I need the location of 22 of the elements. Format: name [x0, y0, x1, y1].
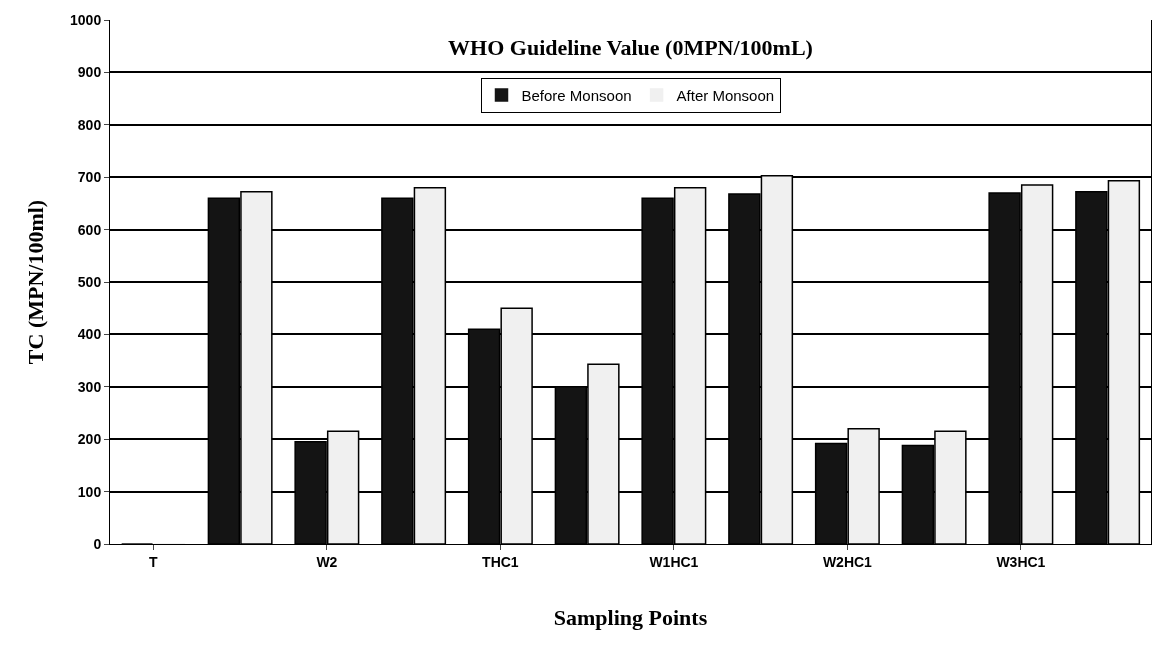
x-tick-label: W3HC1: [996, 553, 1046, 570]
y-axis-title: TC (MPN/100ml): [22, 199, 48, 365]
y-tick-label: 900: [77, 64, 102, 81]
legend-label: After Monsoon: [676, 86, 775, 104]
y-tick-label: 200: [77, 431, 102, 448]
y-tick-label: 500: [77, 273, 102, 290]
x-tick-label: THC1: [482, 553, 519, 570]
x-tick-label: W2HC1: [822, 553, 873, 570]
y-tick-label: 100: [77, 483, 102, 500]
x-tick-label: W1HC1: [649, 553, 699, 570]
y-tick-label: 0: [93, 535, 102, 552]
y-tick-label: 600: [77, 221, 102, 238]
y-tick-label: 400: [77, 326, 102, 343]
x-tick-label: T: [149, 553, 159, 570]
y-tick-label: 300: [77, 378, 102, 395]
y-tick-label: 1000: [70, 11, 102, 28]
x-tick-label: W2: [316, 553, 338, 570]
y-tick-label: 800: [77, 116, 102, 133]
text: WHO Guideline Value (0MPN/100mL): [448, 35, 813, 61]
y-tick-label: 700: [77, 169, 102, 186]
legend-label: Before Monsoon: [521, 86, 632, 104]
x-axis-title: Sampling Points: [553, 604, 708, 630]
